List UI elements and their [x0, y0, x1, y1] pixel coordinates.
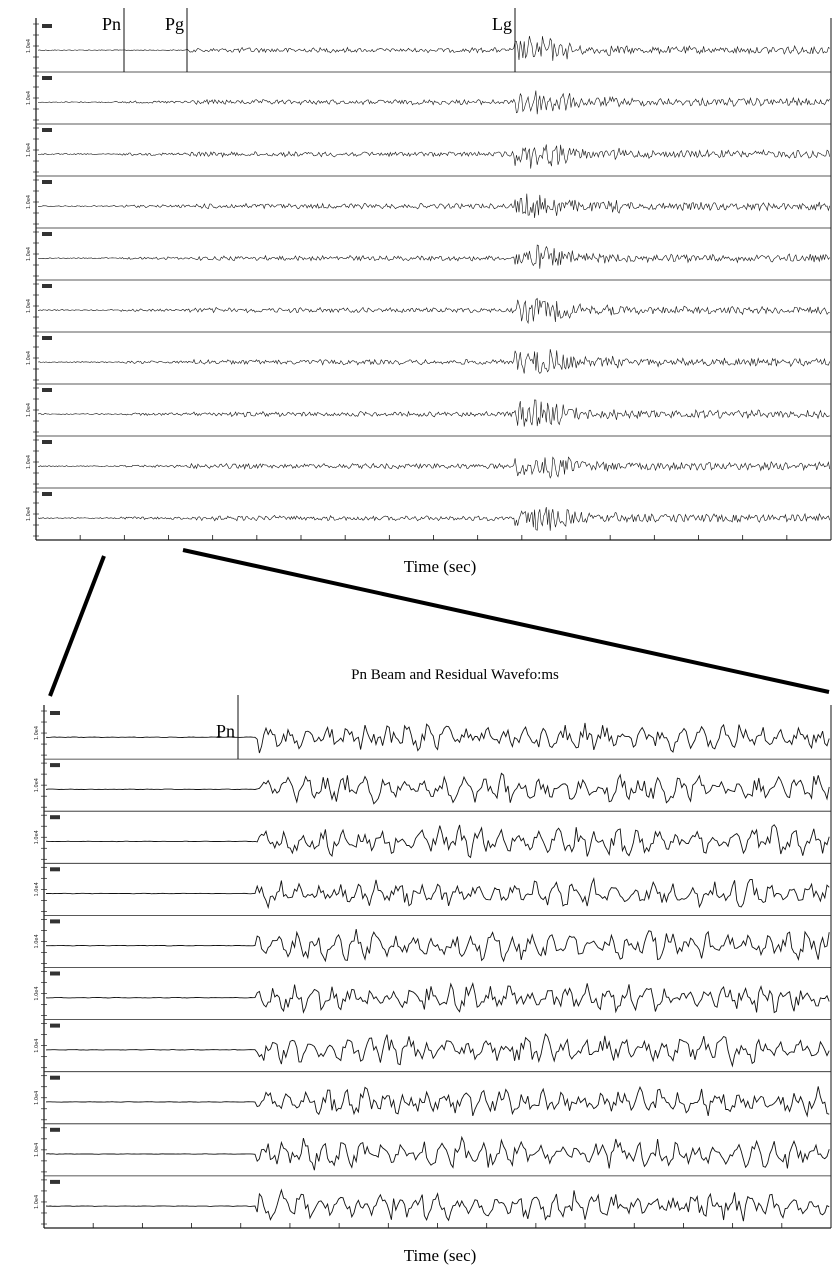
waveform-trace: [37, 399, 830, 427]
channel-tag: [42, 24, 52, 28]
waveform-trace: [38, 456, 830, 479]
y-tick-label: 1.0e4: [26, 247, 32, 261]
channel-tag: [50, 1075, 60, 1080]
waveform-trace: [37, 349, 830, 374]
waveform-trace: [37, 90, 830, 115]
y-tick-label: 1.0e4: [34, 1195, 40, 1209]
channel-tag: [42, 492, 52, 496]
waveform-trace: [37, 507, 830, 531]
top-waveform-panel: 1.0e4 1.0e4 1.0e4 1.0e4 1.0e4 1.0e4 1.0e4 1.0e4…: [26, 8, 832, 576]
waveform-trace: [46, 929, 830, 963]
zoom-connector-lines: [48, 548, 830, 697]
channel-tag: [50, 971, 60, 976]
channel-tag: [50, 815, 60, 820]
y-tick-label: 1.0e4: [26, 455, 32, 469]
channel-tag: [50, 1127, 60, 1132]
phase-label-pg: Pg: [165, 14, 184, 34]
waveform-trace: [37, 35, 830, 61]
channel-tag: [50, 867, 60, 872]
y-tick-label: 1.0e4: [26, 351, 32, 365]
waveform-trace: [37, 144, 830, 169]
y-tick-label: 1.0e4: [26, 195, 32, 209]
channel-tag: [42, 336, 52, 340]
waveform-trace: [37, 244, 830, 269]
channel-tag: [50, 711, 60, 715]
channel-tag: [50, 1179, 60, 1184]
phase-label-lg: Lg: [492, 14, 512, 34]
waveform-trace: [45, 982, 830, 1014]
y-tick-label: 1.0e4: [26, 39, 32, 53]
waveform-trace: [45, 772, 830, 805]
zoom-connector-left: [48, 555, 106, 697]
phase-label-pn: Pn: [102, 14, 121, 34]
channel-tag: [42, 180, 52, 184]
waveform-trace: [37, 193, 830, 219]
waveform-trace: [45, 824, 830, 859]
y-tick-label: 1.0e4: [34, 778, 40, 792]
waveform-trace: [46, 876, 830, 910]
bottom-x-axis-label: Time (sec): [404, 1246, 477, 1265]
channel-tag: [42, 284, 52, 288]
y-tick-label: 1.0e4: [34, 882, 40, 896]
waveform-trace: [45, 722, 830, 754]
y-tick-label: 1.0e4: [34, 986, 40, 1000]
y-tick-label: 1.0e4: [26, 507, 32, 521]
y-tick-label: 1.0e4: [26, 91, 32, 105]
y-tick-label: 1.0e4: [34, 830, 40, 844]
y-tick-label: 1.0e4: [34, 934, 40, 948]
y-tick-label: 1.0e4: [34, 1039, 40, 1053]
top-x-axis-label: Time (sec): [404, 557, 477, 576]
channel-tag: [42, 388, 52, 392]
channel-tag: [50, 1023, 60, 1028]
bottom-waveform-panel: 1.0e4 1.0e4 1.0e4 1.0e4 1.0e4 1.0e4 1.0e4 1.0e4…: [34, 695, 832, 1265]
y-tick-label: 1.0e4: [34, 726, 40, 740]
zoom-connector-right: [182, 548, 830, 694]
waveform-trace: [45, 1086, 830, 1118]
channel-tag: [50, 919, 60, 924]
channel-tag: [42, 128, 52, 132]
waveform-trace: [45, 1033, 830, 1068]
waveform-trace: [45, 1135, 830, 1171]
channel-tag: [42, 440, 52, 444]
waveform-trace: [37, 297, 830, 325]
channel-tag: [42, 76, 52, 80]
bottom-panel-title: Pn Beam and Residual Wavefo:ms: [351, 667, 559, 683]
y-tick-label: 1.0e4: [26, 143, 32, 157]
waveform-trace: [45, 1188, 830, 1222]
y-tick-label: 1.0e4: [26, 403, 32, 417]
y-tick-label: 1.0e4: [26, 299, 32, 313]
phase-label-pn: Pn: [216, 721, 235, 741]
y-tick-label: 1.0e4: [34, 1091, 40, 1105]
channel-tag: [50, 763, 60, 768]
y-tick-label: 1.0e4: [34, 1143, 40, 1157]
channel-tag: [42, 232, 52, 236]
